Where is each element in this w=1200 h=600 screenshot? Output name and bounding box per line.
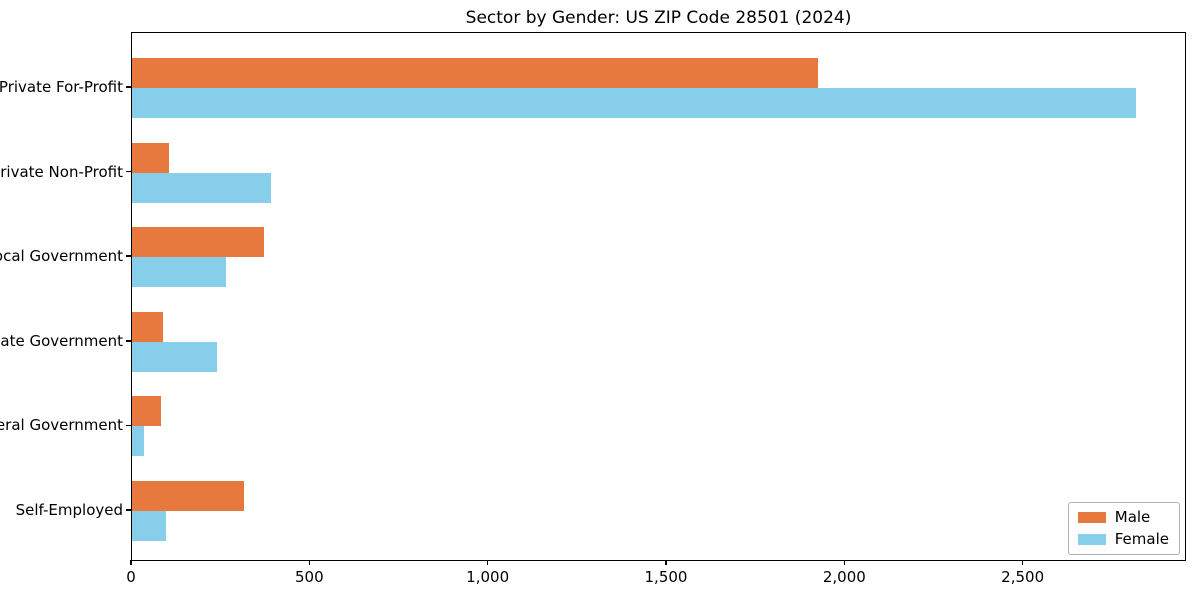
x-tick-label-1000: 1,000 bbox=[466, 568, 510, 586]
bar-female-self-employed bbox=[132, 511, 167, 541]
bar-male-federal-government bbox=[132, 396, 161, 427]
x-tick-0 bbox=[130, 560, 132, 565]
y-axis-label-local-government: Local Government bbox=[0, 247, 123, 266]
x-tick-2500 bbox=[1021, 560, 1024, 565]
x-tick-label-500: 500 bbox=[295, 568, 324, 586]
chart-title: Sector by Gender: US ZIP Code 28501 (202… bbox=[465, 8, 852, 28]
bar-male-state-government bbox=[132, 311, 163, 342]
bar-male-local-government bbox=[132, 227, 265, 258]
x-tick-label-0: 0 bbox=[126, 568, 136, 586]
bar-female-state-government bbox=[132, 341, 218, 372]
x-tick-500 bbox=[308, 560, 311, 565]
y-axis-label-federal-government: Federal Government bbox=[0, 416, 123, 435]
bar-male-private-for-profit bbox=[132, 58, 818, 88]
y-tick-state-government bbox=[126, 340, 131, 342]
y-tick-federal-government bbox=[126, 424, 131, 427]
y-tick-self-employed bbox=[126, 509, 131, 511]
y-axis-label-state-government: State Government bbox=[0, 331, 123, 350]
bar-group-state-government bbox=[132, 311, 1185, 372]
bar-group-self-employed bbox=[132, 481, 1185, 541]
bar-female-federal-government bbox=[132, 426, 145, 457]
bar-group-local-government bbox=[132, 227, 1185, 288]
y-tick-local-government bbox=[126, 255, 131, 257]
legend: Male Female bbox=[1067, 502, 1180, 555]
legend-label-female: Female bbox=[1114, 530, 1169, 548]
bar-male-self-employed bbox=[132, 481, 245, 511]
bar-female-private-non-profit bbox=[132, 172, 271, 203]
bar-female-private-for-profit bbox=[132, 88, 1136, 118]
legend-label-male: Male bbox=[1114, 508, 1151, 526]
y-axis-label-private-non-profit: Private Non-Profit bbox=[0, 162, 123, 181]
bar-male-private-non-profit bbox=[132, 142, 169, 173]
bar-group-federal-government bbox=[132, 396, 1185, 457]
legend-swatch-male-icon bbox=[1077, 512, 1106, 523]
x-tick-label-2500: 2,500 bbox=[1001, 568, 1045, 586]
x-tick-1500 bbox=[665, 560, 667, 565]
bar-group-private-non-profit bbox=[132, 142, 1185, 203]
bar-female-local-government bbox=[132, 257, 226, 288]
legend-entry-male: Male bbox=[1077, 508, 1169, 526]
x-tick-1000 bbox=[486, 560, 489, 565]
plot-area: Male Female bbox=[131, 32, 1186, 561]
y-axis-label-self-employed: Self-Employed bbox=[15, 501, 123, 519]
x-tick-2000 bbox=[843, 560, 846, 565]
bar-group-private-for-profit bbox=[132, 58, 1185, 118]
x-tick-label-2000: 2,000 bbox=[822, 568, 866, 586]
x-tick-label-1500: 1,500 bbox=[644, 568, 688, 586]
y-axis-label-private-for-profit: Private For-Profit bbox=[0, 78, 123, 96]
y-tick-private-non-profit bbox=[126, 170, 131, 173]
legend-swatch-female-icon bbox=[1077, 534, 1106, 545]
legend-entry-female: Female bbox=[1077, 530, 1169, 548]
y-tick-private-for-profit bbox=[126, 86, 131, 88]
